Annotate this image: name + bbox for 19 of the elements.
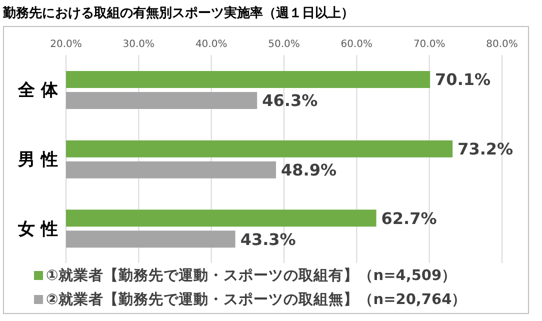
x-tick-label: 80.0% xyxy=(486,39,518,50)
x-tick-label: 40.0% xyxy=(195,39,228,50)
legend-label: ②就業者【勤務先で運動・スポーツの取組無】（n=20,764） xyxy=(46,290,467,308)
x-tick-label: 50.0% xyxy=(268,39,300,50)
data-label: 62.7% xyxy=(381,208,437,228)
x-tick-label: 70.0% xyxy=(413,39,446,50)
data-label: 73.2% xyxy=(458,140,514,159)
legend-label: ①就業者【勤務先で運動・スポーツの取組有】（n=4,509） xyxy=(46,266,457,284)
data-label: 48.9% xyxy=(281,160,337,180)
y-tick-label: 全 体 xyxy=(17,80,59,101)
data-label: 43.3% xyxy=(240,230,296,249)
chart-title: 勤務先における取組の有無別スポーツ実施率（週１日以上） xyxy=(3,4,355,23)
y-tick-label: 女 性 xyxy=(17,219,58,240)
x-tick-label: 60.0% xyxy=(340,39,373,50)
x-tick-label: 20.0% xyxy=(50,39,82,50)
data-label: 46.3% xyxy=(262,91,318,110)
x-tick-label: 30.0% xyxy=(122,39,155,50)
data-label: 70.1% xyxy=(435,70,491,90)
y-tick-label: 男 性 xyxy=(17,150,58,170)
